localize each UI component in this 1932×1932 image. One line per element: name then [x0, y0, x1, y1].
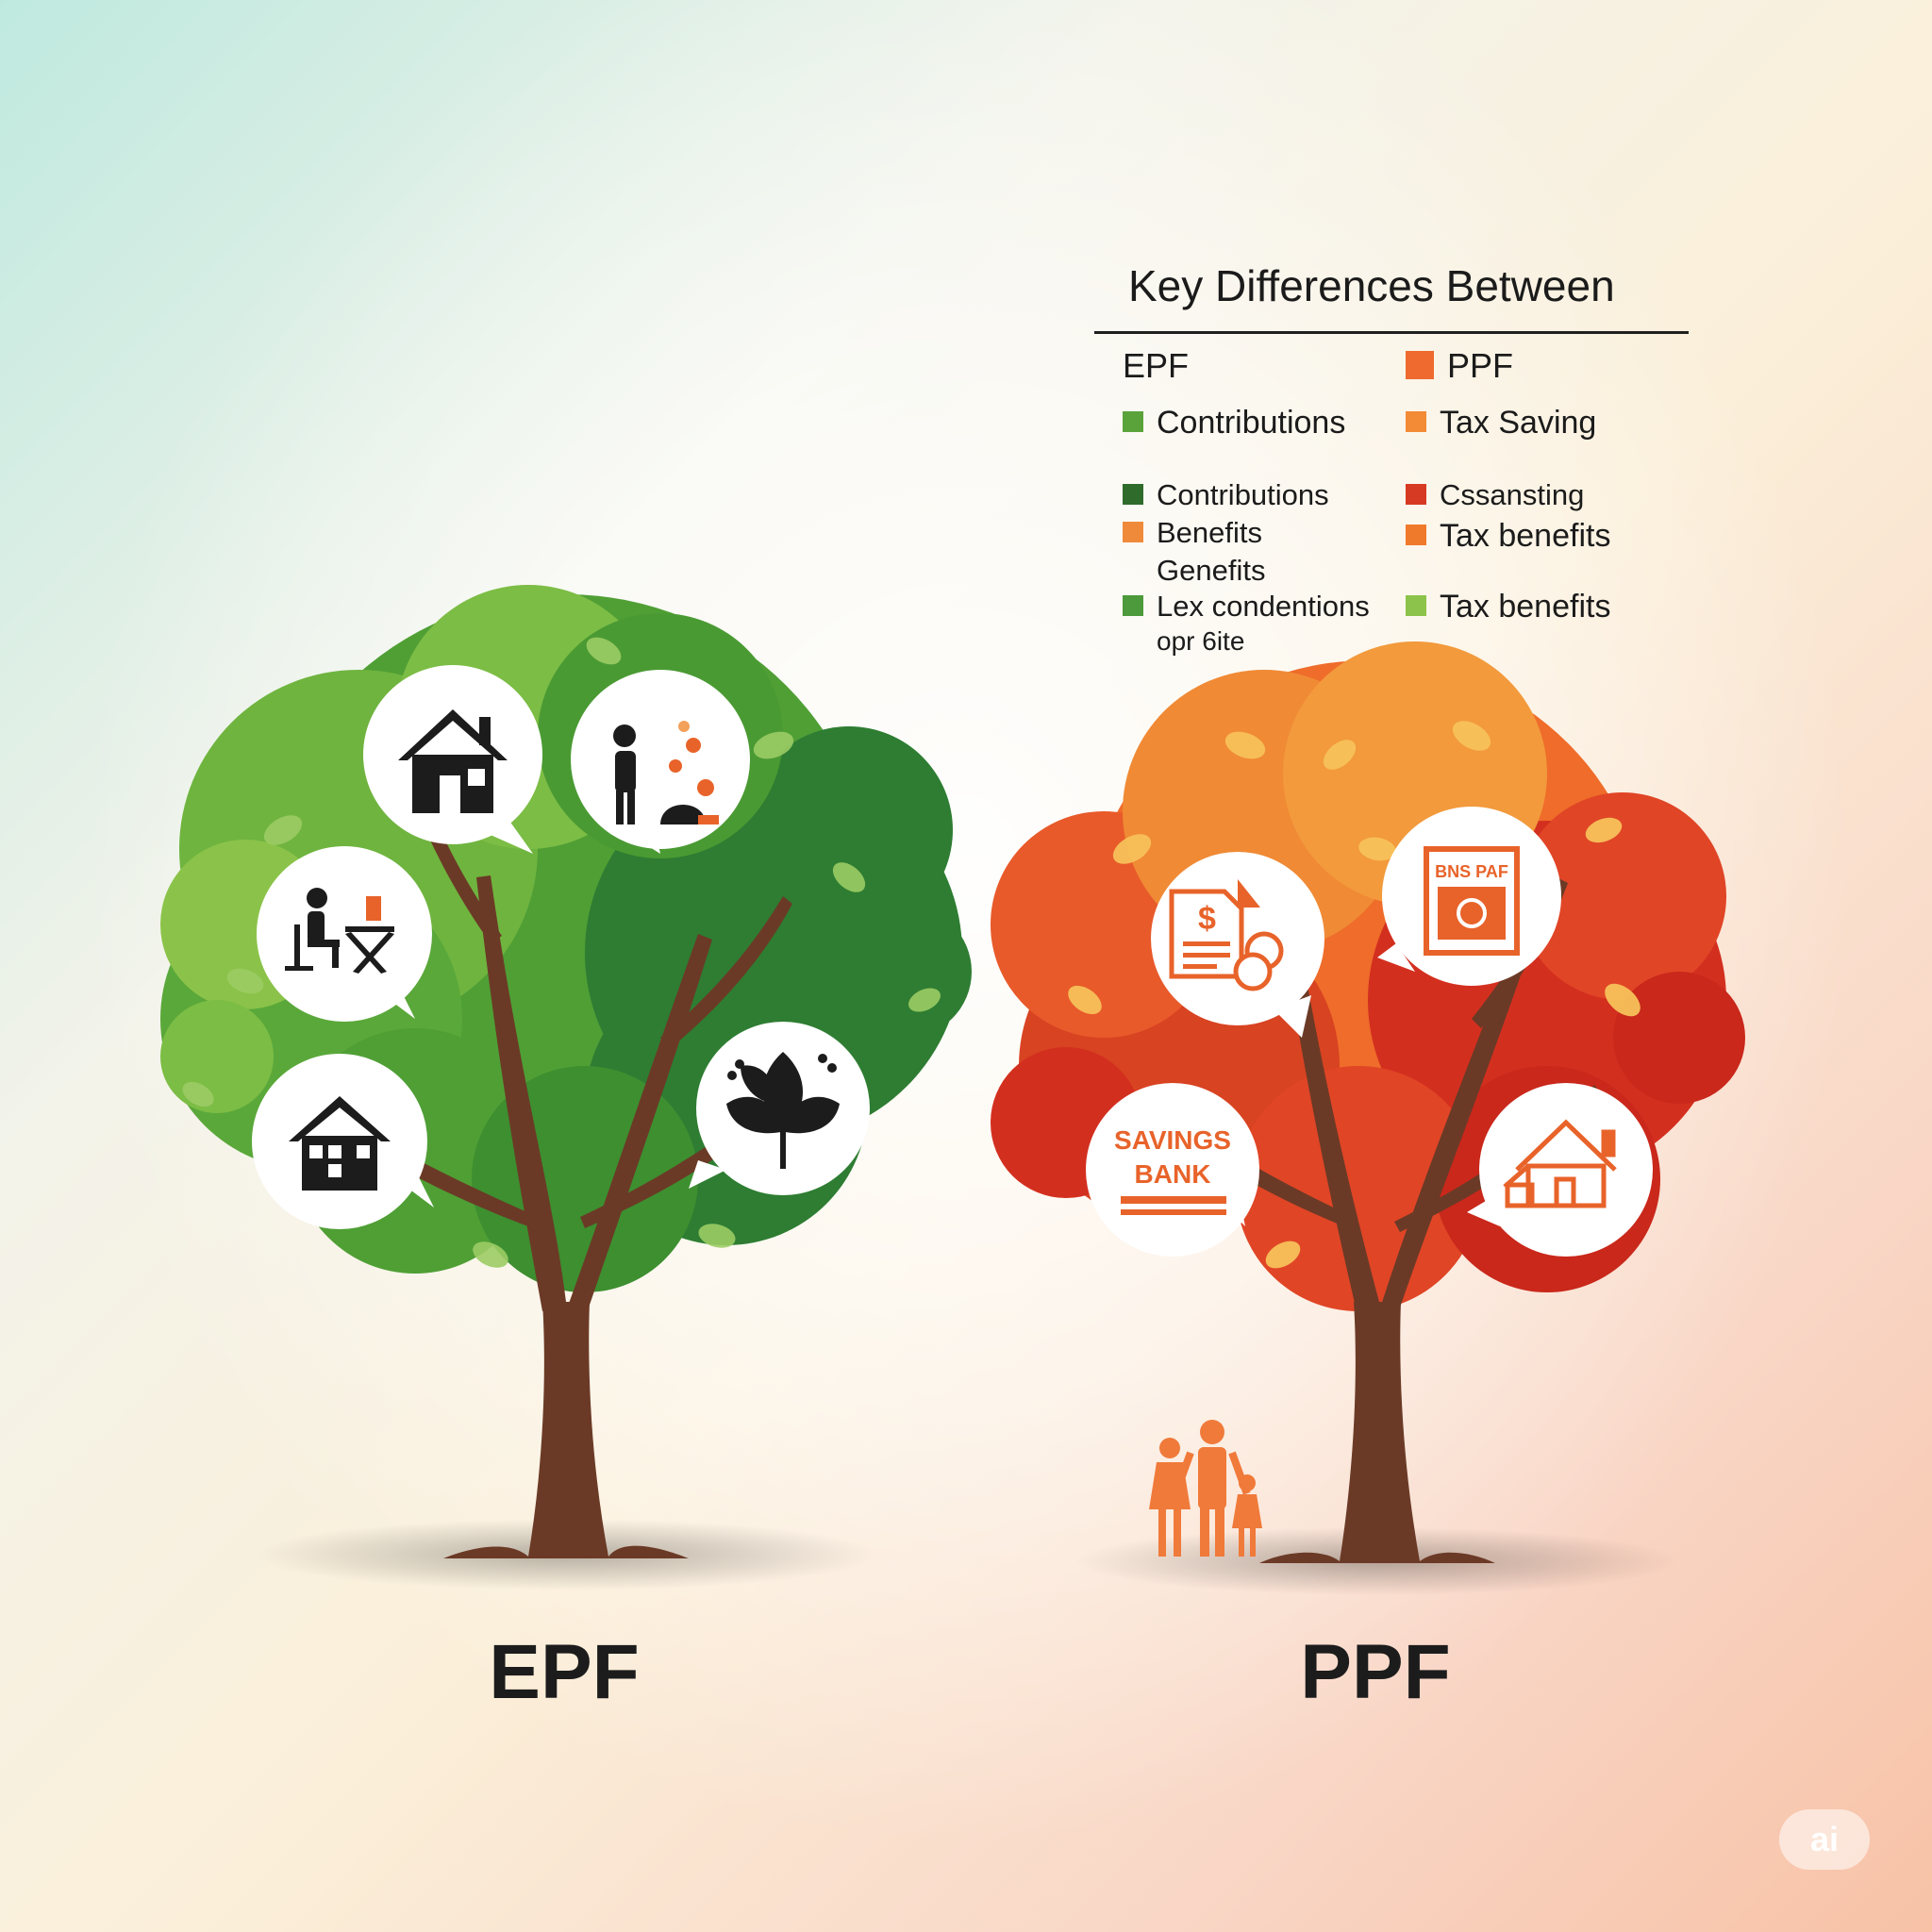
legend-swatch — [1406, 411, 1426, 432]
legend-right-item-1: Tax Saving — [1406, 404, 1596, 441]
legend-left-header: EPF — [1123, 346, 1190, 385]
certificate-text: BNS PAF — [1435, 862, 1508, 881]
bank-text-line1: SAVINGS — [1114, 1125, 1231, 1155]
ppf-tree: $ BNS PAF SAVINGS B — [991, 641, 1745, 1595]
epf-bubble-leaf — [689, 1022, 870, 1195]
house-icon — [289, 1096, 391, 1191]
legend-left-item-1: Contributions — [1123, 404, 1345, 441]
person-coins-icon — [613, 721, 719, 824]
epf-bubble-person-coins — [571, 670, 750, 854]
legend-swatch — [1406, 484, 1426, 505]
legend-left-item-3: Benefits Genefits — [1123, 514, 1265, 590]
ai-badge: ai — [1779, 1809, 1870, 1870]
legend-swatch — [1123, 595, 1143, 616]
legend-divider — [1094, 331, 1689, 334]
epf-tree — [160, 585, 972, 1591]
ppf-bubble-houses — [1467, 1083, 1653, 1257]
legend-swatch — [1406, 595, 1426, 616]
document-coins-icon: $ — [1169, 879, 1284, 991]
epf-trunk — [330, 751, 792, 1558]
house-icon — [398, 709, 508, 813]
desk-worker-icon — [285, 888, 394, 974]
epf-bubble-house-top — [363, 665, 542, 854]
legend-title: Key Differences Between — [1128, 261, 1615, 310]
ppf-bubble-document-coins: $ — [1151, 852, 1324, 1038]
legend-swatch — [1123, 522, 1143, 542]
legend-swatch — [1123, 484, 1143, 505]
houses-icon — [1503, 1119, 1617, 1208]
legend-left-item-4: Lex condentions opr 6ite — [1123, 588, 1370, 658]
legend-left-item-2: Contributions — [1123, 476, 1329, 514]
svg-text:$: $ — [1198, 901, 1216, 937]
legend-swatch — [1123, 411, 1143, 432]
ppf-tree-label: PPF — [1300, 1629, 1450, 1715]
legend-right-header: PPF — [1447, 346, 1514, 385]
legend-right-item-3: Tax benefits — [1406, 517, 1610, 555]
family-icon — [1149, 1420, 1262, 1557]
legend-swatch — [1406, 525, 1426, 545]
epf-bubble-desk-worker — [257, 846, 432, 1022]
ppf-bubble-certificate: BNS PAF — [1377, 807, 1561, 986]
legend-right-item-4: Tax benefits — [1406, 588, 1610, 625]
ppf-bubble-savings-bank: SAVINGS BANK — [1086, 1083, 1259, 1257]
epf-bubble-house-bottom — [252, 1054, 434, 1229]
legend-right-item-2: Cssansting — [1406, 476, 1584, 514]
leaf-icon — [726, 1052, 840, 1169]
savings-bank-icon: SAVINGS BANK — [1114, 1125, 1231, 1215]
legend-swatch — [1406, 351, 1434, 379]
epf-tree-label: EPF — [489, 1629, 639, 1715]
certificate-icon: BNS PAF — [1424, 846, 1520, 956]
bank-text-line2: BANK — [1135, 1159, 1211, 1189]
